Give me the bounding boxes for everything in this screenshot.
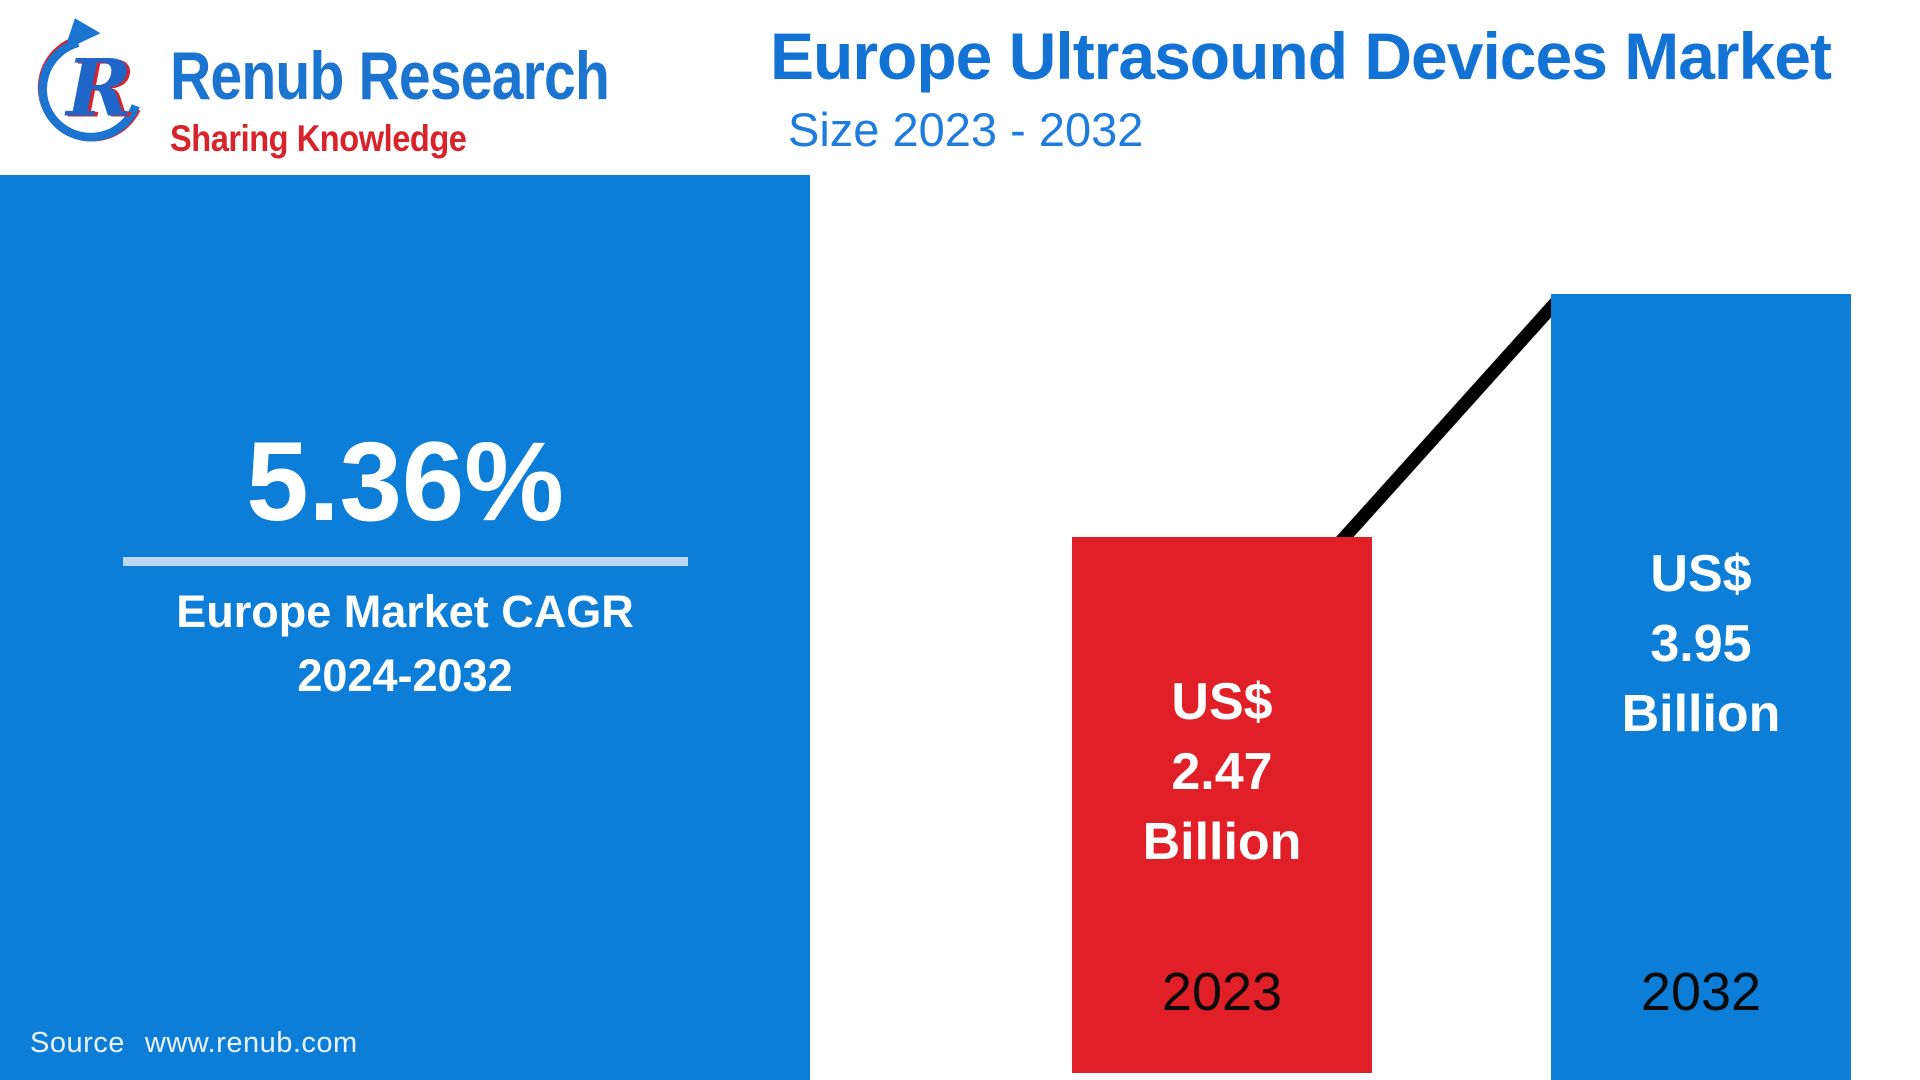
bar-2032: US$ 3.95 Billion <box>1551 294 1851 1080</box>
brand-name: Renub Research <box>170 38 610 114</box>
source-line: Source www.renub.com <box>30 1027 358 1060</box>
page-subtitle: Size 2023 - 2032 <box>788 103 1144 156</box>
page-title: Europe Ultrasound Devices Market <box>770 19 1832 93</box>
cagr-caption-line2: 2024-2032 <box>297 650 513 701</box>
bar-2023: US$ 2.47 Billion <box>1072 537 1372 1073</box>
divider-line <box>122 557 688 566</box>
x-axis-label-2023: 2023 <box>1161 962 1283 1022</box>
source-url: www.renub.com <box>144 1027 358 1059</box>
cagr-highlight-panel: 5.36% Europe Market CAGR 2024-2032 Sourc… <box>0 175 810 1080</box>
cagr-block: 5.36% Europe Market CAGR 2024-2032 <box>0 415 810 708</box>
source-label: Source <box>30 1027 125 1059</box>
renub-logo-icon: R R <box>28 14 156 142</box>
bar-2032-label-currency: US$ <box>1650 545 1752 603</box>
bar-2023-label-unit: Billion <box>1142 813 1302 871</box>
bar-2032-label-unit: Billion <box>1621 685 1781 743</box>
svg-text:R: R <box>68 42 136 135</box>
brand-logo: R R Renub Research Sharing Knowledge <box>28 14 693 157</box>
bar-2023-label-currency: US$ <box>1171 673 1273 731</box>
brand-text: Renub Research Sharing Knowledge <box>170 14 693 157</box>
bar-2032-label-value: 3.95 <box>1650 615 1752 673</box>
svg-text:R: R <box>64 41 132 134</box>
logo-swoosh-icon: R R <box>37 18 141 142</box>
brand-tagline: Sharing Knowledge <box>170 118 467 159</box>
x-axis-label-2032: 2032 <box>1640 962 1762 1022</box>
bar-2023-label-value: 2.47 <box>1171 743 1273 801</box>
cagr-caption-line1: Europe Market CAGR <box>176 586 634 637</box>
cagr-value: 5.36% <box>246 419 564 544</box>
